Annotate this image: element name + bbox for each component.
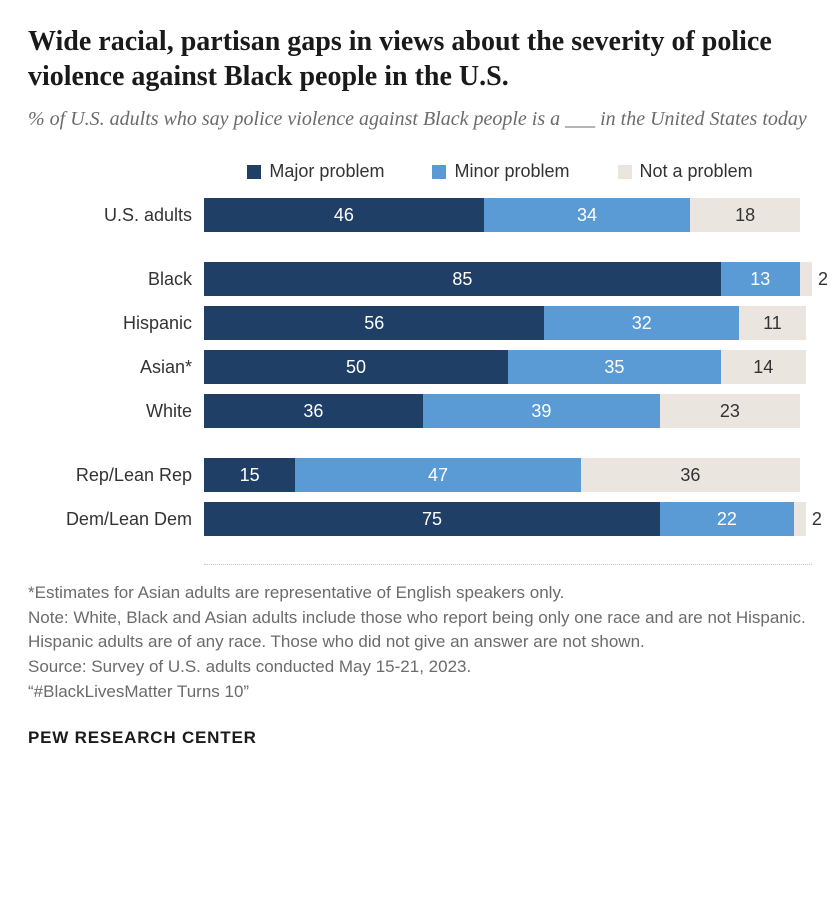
bar-segment-not-label: 2 bbox=[812, 262, 828, 296]
bar-segment-not: 18 bbox=[690, 198, 799, 232]
legend-swatch bbox=[432, 165, 446, 179]
bar-row: Black28513 bbox=[28, 260, 812, 298]
bar-inner: 154736 bbox=[204, 458, 800, 492]
bar-segment-major: 75 bbox=[204, 502, 660, 536]
note-line: Source: Survey of U.S. adults conducted … bbox=[28, 655, 812, 680]
bar-track-wrap: 463418 bbox=[204, 198, 812, 232]
bar-segment-major: 56 bbox=[204, 306, 544, 340]
bar-segment-not bbox=[800, 262, 812, 296]
chart-subtitle: % of U.S. adults who say police violence… bbox=[28, 106, 812, 133]
divider bbox=[204, 564, 812, 565]
row-label: Dem/Lean Dem bbox=[28, 509, 204, 530]
bar-track-wrap: 563211 bbox=[204, 306, 812, 340]
note-line: *Estimates for Asian adults are represen… bbox=[28, 581, 812, 606]
bar-row: Hispanic563211 bbox=[28, 304, 812, 342]
bar-segment-minor: 39 bbox=[423, 394, 660, 428]
legend-label: Major problem bbox=[269, 161, 384, 182]
bar-segment-minor: 32 bbox=[544, 306, 739, 340]
row-label: Asian* bbox=[28, 357, 204, 378]
bar-segment-major: 50 bbox=[204, 350, 508, 384]
bar-row: Dem/Lean Dem27522 bbox=[28, 500, 812, 538]
bar-segment-minor: 13 bbox=[721, 262, 800, 296]
bar-segment-major: 46 bbox=[204, 198, 484, 232]
row-label: U.S. adults bbox=[28, 205, 204, 226]
bar-segment-not bbox=[794, 502, 806, 536]
bar-segment-minor: 22 bbox=[660, 502, 794, 536]
bar-segment-not: 36 bbox=[581, 458, 800, 492]
bar-row: Asian*503514 bbox=[28, 348, 812, 386]
bar-track-wrap: 503514 bbox=[204, 350, 812, 384]
chart-group: U.S. adults463418 bbox=[28, 196, 812, 234]
bar-segment-minor: 34 bbox=[484, 198, 691, 232]
legend-item: Major problem bbox=[247, 161, 384, 182]
bar-segment-not: 11 bbox=[739, 306, 806, 340]
chart-title: Wide racial, partisan gaps in views abou… bbox=[28, 24, 812, 94]
bar-inner: 503514 bbox=[204, 350, 806, 384]
bar-track-wrap: 154736 bbox=[204, 458, 812, 492]
bar-inner: 563211 bbox=[204, 306, 806, 340]
legend-label: Not a problem bbox=[640, 161, 753, 182]
bar-segment-not: 14 bbox=[721, 350, 806, 384]
stacked-bar-chart: U.S. adults463418Black28513Hispanic56321… bbox=[28, 196, 812, 538]
legend-item: Minor problem bbox=[432, 161, 569, 182]
note-line: Note: White, Black and Asian adults incl… bbox=[28, 606, 812, 655]
row-label: Rep/Lean Rep bbox=[28, 465, 204, 486]
bar-segment-minor: 47 bbox=[295, 458, 581, 492]
bar-row: White363923 bbox=[28, 392, 812, 430]
bar-track-wrap: 363923 bbox=[204, 394, 812, 428]
bar-row: U.S. adults463418 bbox=[28, 196, 812, 234]
chart-group: Black28513Hispanic563211Asian*503514Whit… bbox=[28, 260, 812, 430]
bar-inner: 8513 bbox=[204, 262, 812, 296]
legend-swatch bbox=[247, 165, 261, 179]
note-line: “#BlackLivesMatter Turns 10” bbox=[28, 680, 812, 705]
bar-segment-not: 23 bbox=[660, 394, 800, 428]
bar-segment-major: 36 bbox=[204, 394, 423, 428]
bar-segment-minor: 35 bbox=[508, 350, 721, 384]
bar-inner: 363923 bbox=[204, 394, 800, 428]
bar-track-wrap: 27522 bbox=[204, 502, 812, 536]
legend-label: Minor problem bbox=[454, 161, 569, 182]
bar-segment-not-label: 2 bbox=[806, 502, 822, 536]
bar-track-wrap: 28513 bbox=[204, 262, 812, 296]
bar-inner: 463418 bbox=[204, 198, 800, 232]
row-label: White bbox=[28, 401, 204, 422]
bar-segment-major: 15 bbox=[204, 458, 295, 492]
brand-footer: PEW RESEARCH CENTER bbox=[28, 728, 812, 748]
chart-notes: *Estimates for Asian adults are represen… bbox=[28, 581, 812, 704]
legend: Major problem Minor problem Not a problem bbox=[188, 161, 812, 182]
bar-inner: 7522 bbox=[204, 502, 806, 536]
bar-segment-major: 85 bbox=[204, 262, 721, 296]
legend-swatch bbox=[618, 165, 632, 179]
legend-item: Not a problem bbox=[618, 161, 753, 182]
bar-row: Rep/Lean Rep154736 bbox=[28, 456, 812, 494]
row-label: Black bbox=[28, 269, 204, 290]
row-label: Hispanic bbox=[28, 313, 204, 334]
chart-group: Rep/Lean Rep154736Dem/Lean Dem27522 bbox=[28, 456, 812, 538]
